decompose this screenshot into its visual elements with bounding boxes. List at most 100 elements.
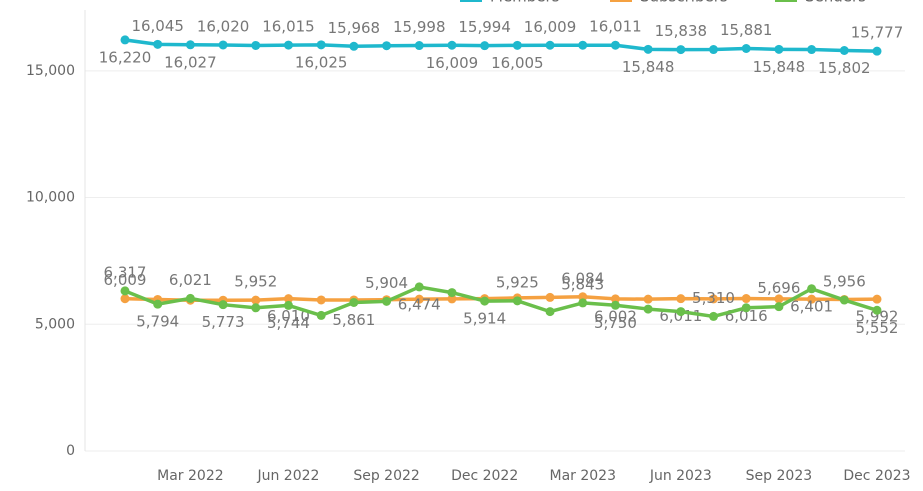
y-tick-label: 0 <box>66 443 75 459</box>
data-point <box>251 303 261 313</box>
x-tick-label: Dec 2022 <box>451 468 518 484</box>
data-point <box>382 41 392 51</box>
data-point <box>545 307 555 317</box>
data-label: 6,317 <box>104 263 147 281</box>
data-label: 5,861 <box>332 311 375 329</box>
data-label: 15,838 <box>655 22 708 40</box>
data-point <box>251 40 261 50</box>
data-point <box>316 40 326 50</box>
data-point <box>643 304 653 314</box>
data-point <box>382 296 392 306</box>
data-point <box>807 284 817 294</box>
data-label: 15,968 <box>328 19 381 37</box>
data-point <box>414 282 424 292</box>
data-label: 6,474 <box>398 295 441 313</box>
data-label: 6,002 <box>594 307 637 325</box>
legend-label: Senders <box>805 0 866 6</box>
data-label: 16,027 <box>164 53 217 71</box>
data-label: 16,220 <box>99 48 152 66</box>
data-point <box>741 43 751 53</box>
data-label: 6,010 <box>267 307 310 325</box>
data-label: 5,552 <box>856 319 899 337</box>
data-point <box>774 294 784 304</box>
data-point <box>545 40 555 50</box>
data-point <box>185 40 195 50</box>
data-label: 5,843 <box>561 275 604 293</box>
series-line <box>124 295 878 302</box>
series-line <box>124 38 878 53</box>
data-label: 16,020 <box>197 17 250 35</box>
data-label: 5,750 <box>594 314 637 332</box>
y-tick-label: 5,000 <box>35 316 75 332</box>
data-label: 16,015 <box>262 18 315 36</box>
data-point <box>414 294 424 304</box>
data-label: 5,310 <box>692 289 735 307</box>
x-tick-label: Dec 2023 <box>843 468 910 484</box>
data-label: 5,773 <box>202 313 245 331</box>
data-point <box>709 311 719 321</box>
data-point <box>349 297 359 307</box>
data-label: 16,009 <box>426 54 479 72</box>
data-point <box>153 299 163 309</box>
data-label: 5,914 <box>463 310 506 328</box>
data-label: 5,904 <box>365 274 408 292</box>
data-label: 5,956 <box>823 273 866 291</box>
series-line <box>124 285 878 319</box>
data-point <box>218 300 228 310</box>
data-label: 5,992 <box>856 308 899 326</box>
data-label: 15,777 <box>851 24 904 42</box>
data-point <box>610 40 620 50</box>
data-label: 15,881 <box>720 21 773 39</box>
data-point <box>807 294 817 304</box>
data-point <box>709 45 719 55</box>
data-point <box>709 294 719 304</box>
data-point <box>316 295 326 305</box>
data-label: 5,696 <box>757 279 800 297</box>
data-point <box>676 45 686 55</box>
legend-swatch <box>775 0 797 2</box>
data-point <box>643 294 653 304</box>
data-point <box>741 294 751 304</box>
data-point <box>643 44 653 54</box>
data-label: 16,011 <box>589 18 642 36</box>
data-label: 5,744 <box>267 314 310 332</box>
data-point <box>872 294 882 304</box>
data-point <box>185 293 195 303</box>
data-point <box>218 40 228 50</box>
data-label: 16,025 <box>295 53 348 71</box>
data-point <box>349 41 359 51</box>
data-point <box>251 295 261 305</box>
data-point <box>872 46 882 56</box>
data-point <box>283 294 293 304</box>
data-label: 15,848 <box>753 58 806 76</box>
x-tick-label: Jun 2022 <box>256 468 319 484</box>
data-label: 6,021 <box>169 271 212 289</box>
data-label: 5,925 <box>496 273 539 291</box>
data-label: 15,998 <box>393 18 446 36</box>
data-point <box>447 288 457 298</box>
data-point <box>120 35 130 45</box>
data-label: 16,005 <box>491 54 544 72</box>
data-point <box>414 41 424 51</box>
legend-label: Subscribers <box>640 0 728 6</box>
data-label: 6,009 <box>104 271 147 289</box>
data-point <box>578 40 588 50</box>
data-label: 5,952 <box>234 273 277 291</box>
data-point <box>512 296 522 306</box>
data-point <box>480 41 490 51</box>
data-label: 6,401 <box>790 297 833 315</box>
data-label: 15,848 <box>622 58 675 76</box>
data-point <box>120 286 130 296</box>
x-tick-label: Jun 2023 <box>649 468 712 484</box>
data-point <box>578 298 588 308</box>
data-point <box>676 307 686 317</box>
data-point <box>741 303 751 313</box>
x-tick-label: Sep 2023 <box>746 468 812 484</box>
data-point <box>774 302 784 312</box>
data-point <box>316 310 326 320</box>
data-label: 5,794 <box>136 313 179 331</box>
legend-label: Members <box>490 0 560 6</box>
data-label: 15,994 <box>458 18 511 36</box>
data-point <box>610 300 620 310</box>
